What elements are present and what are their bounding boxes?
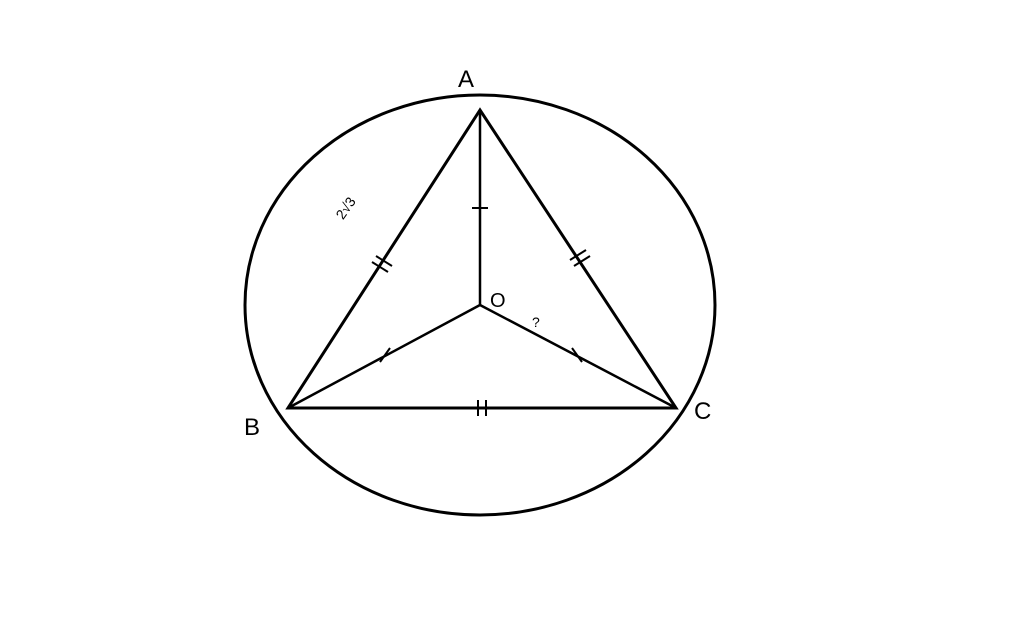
center-label-o: O [490, 290, 506, 313]
triangle-abc [288, 110, 676, 408]
vertex-label-a: A [458, 66, 474, 94]
question-mark: ? [532, 314, 540, 330]
vertex-label-b: B [244, 414, 260, 442]
diagram-canvas [0, 0, 1016, 621]
vertex-label-c: C [694, 398, 711, 426]
